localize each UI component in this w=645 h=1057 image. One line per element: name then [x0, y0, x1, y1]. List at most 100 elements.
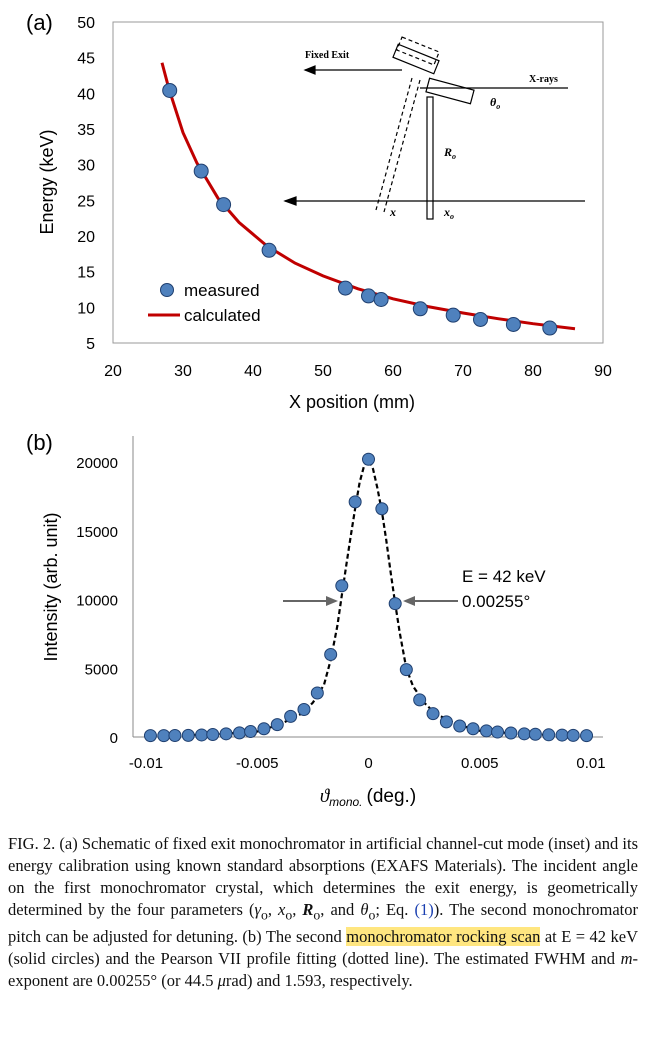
- panel-b-y-axis-title: Intensity (arb. unit): [41, 512, 61, 661]
- x-tick-label: 0.005: [461, 755, 499, 772]
- fixed-exit-arrowhead: [303, 65, 316, 75]
- scan-point: [244, 725, 258, 738]
- left-arrowhead: [326, 596, 338, 606]
- x-tick-label: 80: [524, 363, 542, 380]
- scan-point: [504, 726, 518, 740]
- caption-text-segment: , x: [267, 900, 286, 919]
- panel-b-y-ticks: 0 5000 10000 15000 20000: [76, 455, 118, 747]
- measured-point: [505, 316, 521, 332]
- x-tick-label: 40: [244, 363, 262, 380]
- legend-measured-marker: [160, 283, 174, 297]
- panel-a-label: (a): [26, 10, 53, 35]
- y-tick-label: 15: [77, 265, 95, 282]
- scan-point: [195, 728, 209, 742]
- measured-point: [412, 301, 428, 317]
- panel-a-y-axis-title: Energy (keV): [37, 129, 57, 234]
- measured-point: [373, 291, 389, 307]
- scan-point: [580, 729, 594, 743]
- caption-text-segment: , and θ: [320, 900, 369, 919]
- scan-point: [426, 707, 440, 721]
- measured-point: [445, 307, 461, 323]
- scan-point: [297, 703, 311, 716]
- scan-point: [284, 709, 298, 723]
- measured-point: [361, 288, 376, 304]
- y-tick-label: 35: [77, 122, 95, 139]
- panel-b-label: (b): [26, 430, 53, 455]
- first-crystal: [425, 77, 475, 105]
- scan-point: [181, 728, 195, 742]
- fwhm-arrows: [283, 596, 458, 606]
- caption-text-4: o: [313, 907, 321, 923]
- x-tick-label: -0.01: [129, 755, 163, 772]
- scan-point: [491, 725, 505, 739]
- panel-a-measured-points-group: [162, 82, 558, 336]
- scan-point: [555, 728, 569, 742]
- baseline-arrowhead: [283, 196, 297, 206]
- x-tick-label: 60: [384, 363, 402, 380]
- caption-text-6: ). The second monochromator pitch can be…: [8, 900, 639, 947]
- legend-calculated-label: calculated: [184, 306, 261, 325]
- scan-point: [168, 728, 182, 742]
- y-tick-label: 15000: [76, 524, 118, 541]
- legend-measured-label: measured: [184, 281, 260, 300]
- panel-a-plot-frame: [112, 21, 604, 344]
- measured-point: [542, 320, 558, 336]
- measured-point: [216, 197, 232, 213]
- measured-point: [261, 242, 277, 258]
- scan-point: [517, 727, 531, 741]
- panel-b-points-group: [143, 452, 594, 743]
- caption-fig-number: FIG. 2.: [8, 834, 56, 853]
- vertical-post: [426, 96, 434, 220]
- scan-point: [413, 693, 427, 707]
- annotation-fwhm: 0.00255°: [462, 592, 530, 611]
- scan-point: [566, 728, 580, 742]
- y-tick-label: 50: [77, 15, 95, 32]
- figure-canvas: (a) 5 10 15 20 25 30 35 40 45 50 20 30 40 50 60 70 80 90…: [26, 10, 612, 809]
- scan-point: [157, 729, 171, 743]
- measured-point: [193, 163, 209, 179]
- panel-a-legend: measured calculated: [148, 281, 261, 325]
- scan-point: [439, 715, 453, 729]
- measured-point: [473, 311, 488, 327]
- caption-text-5: o: [368, 907, 376, 923]
- scan-point: [453, 719, 467, 733]
- y-tick-label: 30: [77, 158, 95, 175]
- scan-point: [219, 727, 233, 741]
- y-tick-label: 40: [77, 86, 95, 103]
- y-tick-label: 20: [77, 229, 95, 246]
- x0-label: xo: [443, 205, 454, 221]
- y-tick-label: 10000: [76, 593, 118, 610]
- scan-point: [143, 729, 157, 743]
- x-label: x: [389, 205, 396, 219]
- y-tick-label: 25: [77, 193, 95, 210]
- scan-point: [362, 452, 375, 466]
- scan-point: [348, 495, 362, 509]
- caption-gamma: γ: [254, 900, 261, 919]
- right-arrowhead: [403, 596, 415, 606]
- scan-point: [257, 722, 271, 736]
- arm-dashed-1: [375, 77, 413, 211]
- caption-text-1: (a) Schematic of fixed exit monochromato…: [8, 834, 638, 919]
- x-tick-label: 0.01: [576, 755, 605, 772]
- scan-point: [466, 722, 480, 736]
- caption-text-segment: , R: [292, 900, 314, 919]
- caption-text-7: at E = 42 keV (solid circles) and the Pe…: [8, 927, 639, 969]
- scan-point: [335, 579, 349, 593]
- x-tick-label: 20: [104, 363, 122, 380]
- arm-dashed-2: [383, 79, 421, 213]
- measured-point: [162, 82, 178, 98]
- x-tick-label: 90: [594, 363, 612, 380]
- xrays-label: X-rays: [529, 74, 558, 85]
- caption-text-8: -exponent are 0.00255° (or 44.5: [8, 949, 638, 991]
- equation-link[interactable]: (1): [414, 900, 434, 919]
- panel-a-y-ticks: 5 10 15 20 25 30 35 40 45 50: [77, 15, 95, 353]
- caption-mu: μ: [217, 971, 226, 991]
- x-tick-label: 50: [314, 363, 332, 380]
- panel-a: (a) 5 10 15 20 25 30 35 40 45 50 20 30 40 50 60 70 80 90…: [26, 10, 612, 412]
- panel-b-x-axis-title: ϑmono. (deg.): [320, 786, 416, 809]
- y-tick-label: 0: [110, 730, 118, 747]
- x-tick-label: 70: [454, 363, 472, 380]
- panel-b-x-ticks: -0.01 -0.005 0 0.005 0.01: [129, 755, 606, 772]
- r-label: Ro: [443, 145, 456, 161]
- second-crystal-dashed: [396, 36, 440, 66]
